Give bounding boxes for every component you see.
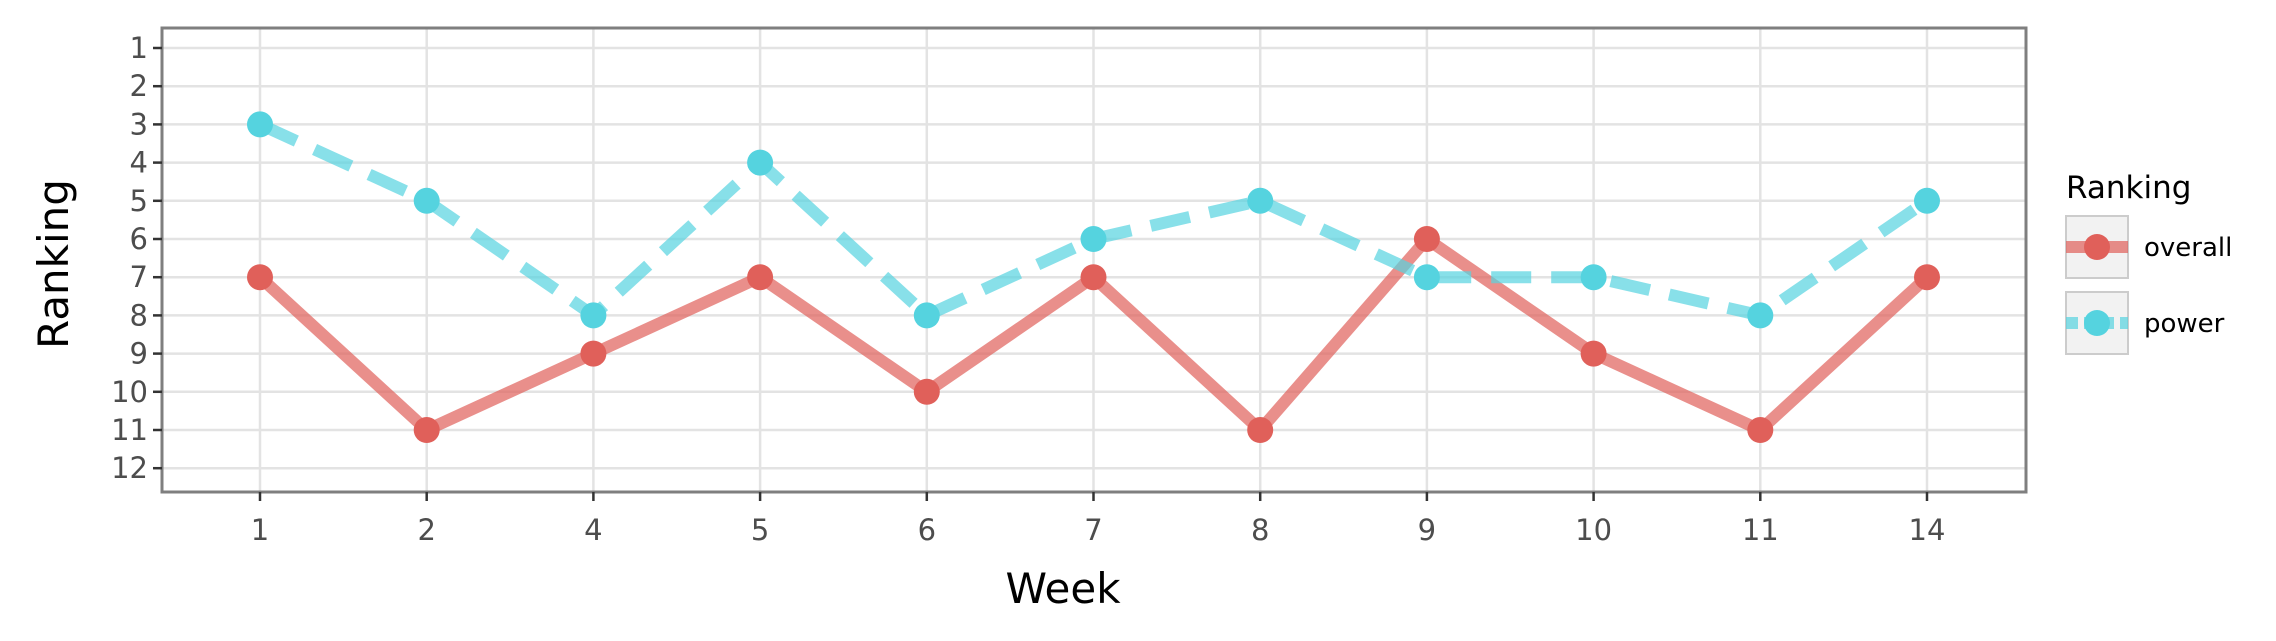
y-tick-label: 4 — [130, 146, 148, 180]
legend-point-overall — [2084, 234, 2110, 260]
data-point-power — [1914, 187, 1940, 214]
x-tick-label: 1 — [251, 513, 269, 547]
y-tick-label: 7 — [130, 260, 148, 294]
data-point-power — [580, 302, 607, 329]
data-point-overall — [1580, 340, 1607, 367]
data-point-overall — [1914, 264, 1940, 291]
data-point-overall — [747, 264, 774, 291]
legend-title: Ranking — [2066, 170, 2191, 206]
y-tick-label: 2 — [130, 69, 148, 103]
x-tick-label: 5 — [751, 513, 769, 547]
x-tick-label: 6 — [918, 513, 936, 547]
data-point-power — [747, 149, 774, 176]
y-tick-label: 10 — [111, 375, 148, 409]
y-tick-label: 1 — [130, 31, 148, 65]
data-point-power — [1080, 226, 1107, 252]
x-tick-label: 9 — [1418, 513, 1436, 547]
data-point-overall — [1747, 417, 1774, 443]
series-points — [247, 111, 1940, 443]
legend-label-power: power — [2144, 309, 2225, 339]
data-point-power — [1580, 264, 1607, 291]
y-axis-title: Ranking — [29, 179, 78, 349]
data-point-overall — [1413, 226, 1440, 252]
legend-point-power — [2084, 310, 2110, 336]
y-tick-label: 5 — [130, 184, 148, 218]
y-tick-label: 12 — [111, 451, 148, 485]
y-tick-label: 6 — [130, 222, 148, 256]
y-tick-label: 9 — [130, 337, 148, 371]
data-point-power — [1747, 302, 1774, 329]
legend: Ranking overall power — [2065, 170, 2232, 355]
y-tick-label: 11 — [111, 413, 148, 447]
x-tick-label: 11 — [1742, 513, 1779, 547]
x-axis-title: Week — [1005, 564, 1121, 613]
data-point-power — [413, 187, 440, 214]
data-point-overall — [413, 417, 440, 443]
y-tick-label: 8 — [130, 298, 148, 332]
data-point-power — [913, 302, 940, 329]
data-point-power — [1247, 187, 1274, 214]
data-point-power — [1413, 264, 1440, 291]
x-tick-label: 14 — [1909, 513, 1946, 547]
data-point-overall — [580, 340, 607, 367]
x-tick-label: 8 — [1251, 513, 1269, 547]
y-tick-label: 3 — [130, 107, 148, 141]
data-point-overall — [247, 264, 273, 291]
x-tick-label: 4 — [584, 513, 602, 547]
data-point-power — [247, 111, 273, 138]
data-point-overall — [913, 378, 940, 405]
data-point-overall — [1247, 417, 1274, 443]
legend-label-overall: overall — [2144, 233, 2232, 263]
data-point-overall — [1080, 264, 1107, 291]
grid-lines — [162, 28, 2026, 492]
x-tick-label: 7 — [1084, 513, 1102, 547]
x-tick-label: 2 — [417, 513, 435, 547]
x-tick-label: 10 — [1575, 513, 1612, 547]
